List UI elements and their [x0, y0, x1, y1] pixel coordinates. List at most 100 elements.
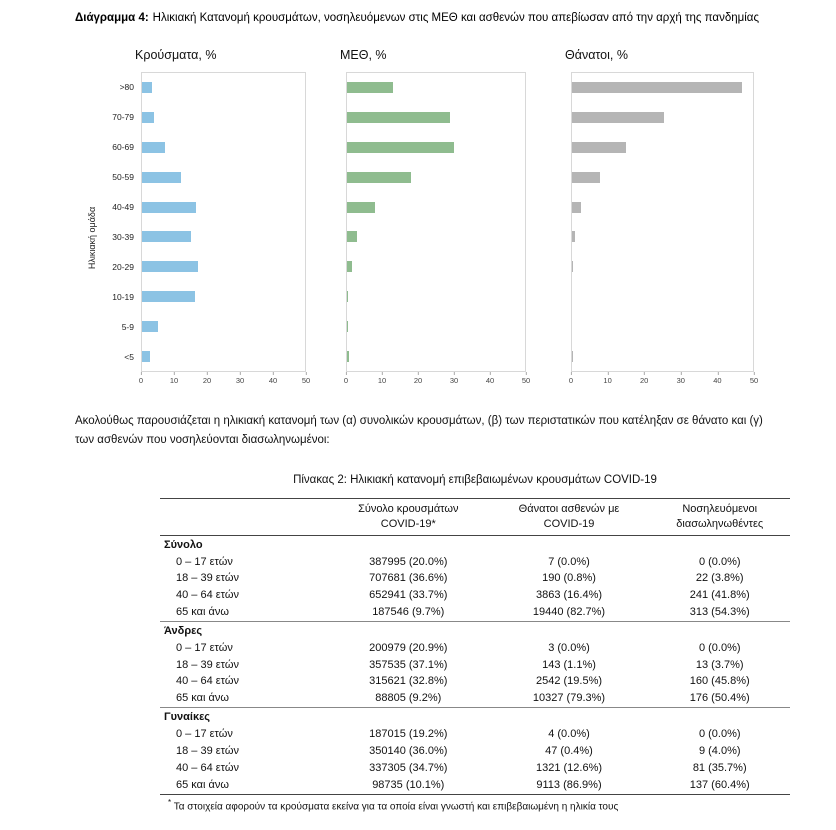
table-row: 0 – 17 ετών 200979 (20.9%) 3 (0.0%) 0 (0.0%…: [160, 640, 790, 657]
age-group-cell: 18 – 39 ετών: [176, 744, 239, 757]
x-tick-label: 10: [169, 372, 179, 386]
value-cell: 2542 (19.5%): [535, 675, 603, 688]
value-cell: 88805 (9.2%): [375, 692, 442, 705]
bar: [347, 261, 352, 273]
bar: [572, 231, 575, 243]
x-tick-label: 0: [138, 372, 144, 386]
bar-row: [572, 341, 753, 371]
bar: [572, 171, 600, 183]
bar: [347, 82, 394, 94]
age-group-cell: 0 – 17 ετών: [176, 555, 233, 568]
bar: [142, 171, 182, 183]
table-footnote: * Τα στοιχεία αφορούν τα κρούσματα εκείν…: [168, 798, 790, 812]
table-row: 40 – 64 ετών 315621 (32.8%) 2542 (19.5%) 16…: [160, 673, 790, 690]
table-row: 18 – 39 ετών 357535 (37.1%) 143 (1.1%) 13 (…: [160, 657, 790, 674]
bar-row: [347, 341, 525, 371]
chart-deaths-plot: [571, 72, 754, 373]
value-cell: 13 (3.7%): [695, 658, 744, 671]
chart-cases-x-axis: 0 10 20 30 40 50: [138, 372, 310, 388]
bar-row: [347, 311, 525, 341]
bar-row: [347, 73, 525, 103]
charts-row: Ηλικιακή ομάδα >80 70-79 60-69 50-59 40-49 30…: [83, 48, 806, 388]
bar: [142, 320, 158, 332]
age-group-cell: 40 – 64 ετών: [176, 675, 239, 688]
bar-row: [572, 252, 753, 282]
age-distribution-table: Σύνολο κρουσμάτων COVID-19* Θάνατοι ασθε…: [160, 498, 790, 796]
y-axis-label: 5-9: [121, 322, 134, 333]
table-title: Πίνακας 2: Ηλικιακή κατανομή επιβεβαιωμέ…: [293, 474, 657, 487]
chart-deaths: Θάνατοι, % 0 10 20 30 40 50: [565, 48, 758, 388]
chart-cases-title: Κρούσματα, %: [135, 48, 217, 63]
age-group-cell: 65 και άνω: [176, 606, 229, 619]
x-tick-label: 50: [749, 372, 759, 386]
age-group-cell: 0 – 17 ετών: [176, 641, 233, 654]
value-cell: 81 (35.7%): [692, 761, 747, 774]
age-group-cell: 40 – 64 ετών: [176, 589, 239, 602]
bar: [347, 291, 349, 303]
value-cell: 387995 (20.0%): [369, 555, 448, 568]
table-row: 0 – 17 ετών 187015 (19.2%) 4 (0.0%) 0 (0.0%…: [160, 726, 790, 743]
value-cell: 10327 (79.3%): [532, 692, 606, 705]
diagram-title: Διάγραμμα 4: Ηλικιακή Κατανομή κρουσμάτων…: [75, 10, 806, 26]
bar-row: [142, 341, 305, 371]
value-cell: 3 (0.0%): [548, 641, 590, 654]
value-cell: 0 (0.0%): [698, 728, 741, 740]
value-cell: 187546 (9.7%): [372, 606, 445, 619]
bar: [347, 320, 349, 332]
x-tick-label: 40: [268, 372, 278, 386]
table-section-row: Άνδρες: [160, 620, 790, 640]
bar-row: [572, 282, 753, 312]
bar-row: [572, 73, 753, 103]
section-label: Σύνολο: [160, 534, 790, 554]
diagram-title-text: Ηλικιακή Κατανομή κρουσμάτων, νοσηλευόμε…: [152, 12, 759, 24]
value-cell: 9113 (86.9%): [488, 776, 650, 796]
age-group-cell: 65 και άνω: [160, 776, 328, 796]
x-tick-label: 20: [413, 372, 423, 386]
bar: [572, 82, 743, 94]
bar: [142, 350, 151, 362]
table-row: 40 – 64 ετών 337305 (34.7%) 1321 (12.6%) 81…: [160, 760, 790, 777]
table-section-row: Γυναίκες: [160, 707, 790, 726]
value-cell: 19440 (82.7%): [532, 606, 606, 619]
value-cell: 137 (60.4%): [649, 776, 790, 796]
age-group-cell: 0 – 17 ετών: [176, 728, 233, 740]
bar-row: [572, 103, 753, 133]
value-cell: 3863 (16.4%): [535, 589, 603, 602]
chart-cases-plot: [141, 72, 306, 373]
header-empty: [160, 498, 328, 536]
bar-row: [142, 103, 305, 133]
bar-row: [347, 103, 525, 133]
bar-row: [142, 133, 305, 163]
bar-row: [347, 162, 525, 192]
bar: [572, 261, 573, 273]
value-cell: 0 (0.0%): [698, 555, 741, 568]
y-axis-label: 20-29: [112, 262, 134, 273]
value-cell: 200979 (20.9%): [369, 641, 448, 654]
chart-deaths-title: Θάνατοι, %: [565, 48, 628, 63]
value-cell: 313 (54.3%): [689, 606, 750, 619]
bar-row: [347, 222, 525, 252]
x-tick-label: 40: [485, 372, 495, 386]
table-body: Σύνολο 0 – 17 ετών 387995 (20.0%) 7 (0.0%) 0…: [160, 534, 790, 796]
bar: [142, 201, 197, 213]
intro-paragraph: Ακολούθως παρουσιάζεται η ηλικιακή καταν…: [75, 415, 763, 447]
value-cell: 98735 (10.1%): [328, 776, 489, 796]
diagram-label: Διάγραμμα 4:: [75, 12, 149, 24]
chart-deaths-x-axis: 0 10 20 30 40 50: [569, 372, 758, 388]
value-cell: 143 (1.1%): [542, 658, 596, 671]
bar: [347, 201, 376, 213]
x-tick-label: 30: [235, 372, 245, 386]
bar: [142, 261, 199, 273]
y-axis-label: 10-19: [112, 292, 134, 303]
bar-row: [142, 222, 305, 252]
bar: [347, 171, 412, 183]
value-cell: 357535 (37.1%): [369, 658, 448, 671]
bar-row: [347, 282, 525, 312]
table-row: 65 και άνω 187546 (9.7%) 19440 (82.7%) 313 …: [160, 604, 790, 621]
bar-row: [142, 162, 305, 192]
value-cell: 190 (0.8%): [542, 572, 596, 585]
chart-icu-plot: [346, 72, 526, 373]
bar: [142, 82, 152, 94]
table-header-row: Σύνολο κρουσμάτων COVID-19* Θάνατοι ασθε…: [160, 498, 790, 536]
bar-row: [347, 133, 525, 163]
